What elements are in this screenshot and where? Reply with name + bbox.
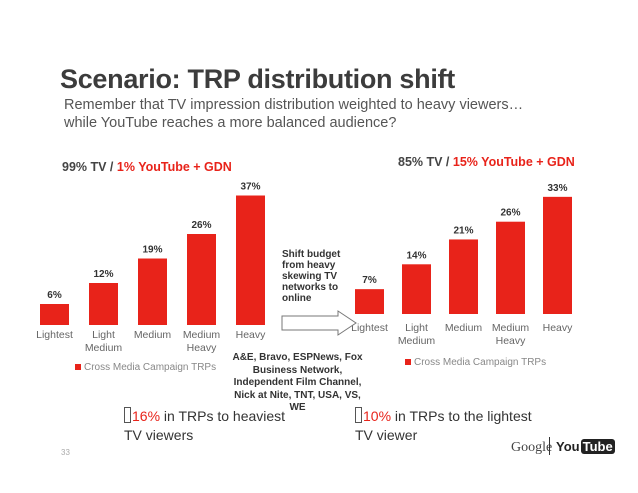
- chart-left-category-label-1-line2: Medium: [85, 342, 123, 354]
- chart-right-category-label-4: Heavy: [543, 322, 574, 334]
- chart-right-category-label-3-line2: Heavy: [496, 335, 527, 347]
- chart-left-data-label-1: 12%: [93, 269, 113, 280]
- callout-left-percent: 16%: [132, 408, 161, 424]
- chart-right-data-label-4: 33%: [547, 183, 567, 194]
- chart-right-data-label-0: 7%: [362, 275, 377, 286]
- chart-right-data-label-1: 14%: [406, 250, 426, 261]
- chart-right-title-youtube: 15% YouTube + GDN: [452, 155, 575, 169]
- chart-left-title: 99% TV / 1% YouTube + GDN: [62, 160, 232, 174]
- slide-title: Scenario: TRP distribution shift: [60, 64, 455, 94]
- shift-arrow-icon: [281, 310, 357, 336]
- chart-left-data-label-4: 37%: [240, 182, 260, 193]
- callout-right-percent: 10%: [363, 408, 392, 424]
- chart-left-category-label-4: Heavy: [236, 329, 267, 341]
- chart-right-category-label-1-line2: Medium: [398, 335, 436, 347]
- chart-left-bar-4: [236, 195, 265, 325]
- callout-right-text: in TRPs to the lightest TV viewer: [355, 408, 532, 443]
- page-number: 33: [61, 448, 70, 457]
- chart-left-data-label-2: 19%: [142, 245, 162, 256]
- chart-left-bar-1: [89, 283, 118, 325]
- chart-right-category-label-2: Medium: [445, 322, 483, 334]
- networks-note: A&E, Bravo, ESPNews, Fox Business Networ…: [232, 352, 363, 413]
- chart-right-title: 85% TV / 15% YouTube + GDN: [398, 155, 575, 169]
- chart-left-bar-0: [40, 304, 69, 325]
- chart-right-data-label-3: 26%: [500, 208, 520, 219]
- chart-left-legend-label: Cross Media Campaign TRPs: [84, 362, 216, 373]
- chart-left-category-label-0: Lightest: [36, 329, 73, 341]
- chart-left-title-tv: 99% TV /: [62, 160, 117, 174]
- chart-right-bar-4: [543, 196, 572, 314]
- chart-right-legend-swatch: [405, 359, 411, 365]
- chart-right-title-tv: 85% TV /: [398, 155, 453, 169]
- shift-budget-note: Shift budget from heavy skewing TV netwo…: [282, 249, 341, 304]
- subtitle-line-2: while YouTube reaches a more balanced au…: [64, 115, 397, 131]
- chart-left-bar-2: [138, 258, 167, 325]
- chart-left-category-label-1: Light: [92, 329, 115, 341]
- chart-left-data-label-3: 26%: [191, 220, 211, 231]
- chart-left-category-label-3-line2: Heavy: [187, 342, 218, 354]
- youtube-logo: You Tube: [556, 439, 615, 454]
- callout-left: 16% in TRPs to heaviest TV viewers: [124, 407, 299, 445]
- chart-right-bar-1: [402, 264, 431, 314]
- chart-right-bar-0: [355, 289, 384, 314]
- chart-left-legend-swatch: [75, 364, 81, 370]
- google-logo: Google: [511, 440, 553, 455]
- chart-right-bar-3: [496, 221, 525, 314]
- subtitle-line-1: Remember that TV impression distribution…: [64, 97, 524, 113]
- missing-glyph-icon: [355, 407, 362, 423]
- chart-left-title-youtube: 1% YouTube + GDN: [116, 160, 232, 174]
- chart-left-category-label-2: Medium: [134, 329, 172, 341]
- chart-right-category-label-1: Light: [405, 322, 428, 334]
- logo-divider: [549, 437, 550, 455]
- callout-right: 10% in TRPs to the lightest TV viewer: [355, 407, 540, 445]
- missing-glyph-icon: [124, 407, 131, 423]
- chart-left-data-label-0: 6%: [47, 290, 62, 301]
- callout-left-text: in TRPs to heaviest TV viewers: [124, 408, 286, 443]
- youtube-logo-you: You: [556, 439, 580, 454]
- chart-left-bar-3: [187, 234, 216, 325]
- chart-left-category-label-3: Medium: [183, 329, 221, 341]
- chart-right-legend-label: Cross Media Campaign TRPs: [414, 357, 546, 368]
- youtube-logo-tube: Tube: [580, 439, 615, 454]
- chart-right-bar-2: [449, 239, 478, 314]
- chart-right-category-label-3: Medium: [492, 322, 530, 334]
- chart-right-category-label-0: Lightest: [351, 322, 388, 334]
- chart-right-data-label-2: 21%: [453, 225, 473, 236]
